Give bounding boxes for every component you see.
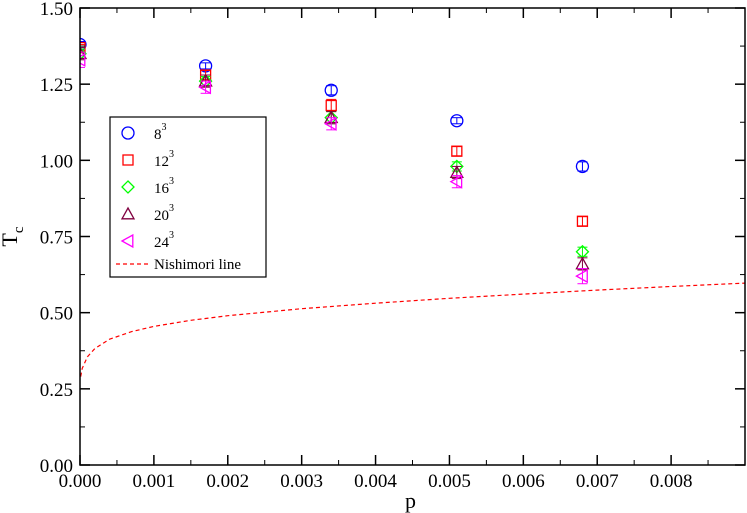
legend-label-24: 243 xyxy=(154,230,174,251)
legend-swatch-12 xyxy=(122,154,134,166)
series-24-point-1 xyxy=(198,80,212,95)
y-tick-label-0: 0.00 xyxy=(40,456,73,477)
plot-marks xyxy=(80,37,745,377)
legend-label-base: 16 xyxy=(154,181,170,197)
series-16-point-4 xyxy=(575,244,590,259)
series-20-marker-0 xyxy=(80,46,88,60)
legend-label-16: 163 xyxy=(154,176,174,197)
series-8-point-4 xyxy=(575,159,590,174)
series-24-marker-0 xyxy=(80,52,86,67)
series-8-marker-0 xyxy=(80,37,87,52)
legend-swatch-20 xyxy=(120,206,136,220)
legend-swatch-8 xyxy=(121,126,135,140)
series-24-marker-2 xyxy=(323,116,337,131)
x-tick-label-4: 0.004 xyxy=(354,471,397,492)
series-24-marker-1 xyxy=(198,80,212,95)
series-24-marker-3 xyxy=(449,174,463,189)
y-axis-title-sub: c xyxy=(11,226,27,233)
x-tick-label-2: 0.002 xyxy=(206,471,249,492)
x-tick-label-7: 0.007 xyxy=(576,471,619,492)
series-24-point-2 xyxy=(323,116,337,131)
series-24-point-4 xyxy=(575,267,588,285)
y-tick-label-3: 0.75 xyxy=(40,228,73,249)
legend-swatch-16 xyxy=(121,180,135,194)
series-8-marker-3 xyxy=(450,114,464,128)
series-8-marker-2 xyxy=(324,83,338,97)
x-axis-title: p xyxy=(405,488,416,513)
series-12-marker-3 xyxy=(451,145,463,157)
y-tick-label-6: 1.50 xyxy=(40,0,73,20)
series-24-point-3 xyxy=(449,174,463,189)
legend-label-base: 24 xyxy=(154,235,170,251)
y-axis-title-main: T xyxy=(0,233,22,247)
legend-label-20: 203 xyxy=(154,203,174,224)
legend-label-exponent: 3 xyxy=(169,203,174,214)
series-8-point-3 xyxy=(450,114,464,128)
legend-label-base: 12 xyxy=(154,154,169,170)
y-tick-label-5: 1.25 xyxy=(40,75,73,96)
series-12-point-2 xyxy=(325,98,337,113)
legend-label-8: 83 xyxy=(154,122,167,143)
series-8-point-2 xyxy=(324,83,338,97)
legend-label-base: 20 xyxy=(154,208,169,224)
x-tick-label-6: 0.006 xyxy=(502,471,545,492)
x-tick-label-8: 0.008 xyxy=(650,471,693,492)
series-24-marker-4 xyxy=(575,269,588,284)
series-12-point-4 xyxy=(576,215,589,227)
legend-label-nishimori-line: Nishimori line xyxy=(154,257,241,273)
legend-label-exponent: 3 xyxy=(169,149,174,160)
y-tick-label-2: 0.50 xyxy=(40,304,73,325)
legend-box xyxy=(109,116,267,278)
x-tick-label-1: 0.001 xyxy=(133,471,176,492)
series-12-point-3 xyxy=(451,145,463,157)
legend-label-exponent: 3 xyxy=(169,230,174,241)
series-12-marker-4 xyxy=(576,215,589,227)
x-tick-label-5: 0.005 xyxy=(428,471,471,492)
series-8-marker-4 xyxy=(575,159,590,174)
legend-label-base: 8 xyxy=(154,127,162,143)
legend-label-exponent: 3 xyxy=(169,176,174,187)
legend-swatch-24 xyxy=(120,233,134,249)
legend-label-12: 123 xyxy=(154,149,174,170)
y-tick-label-1: 0.25 xyxy=(40,380,73,401)
series-nishimori-line-line xyxy=(80,282,745,377)
x-tick-label-3: 0.003 xyxy=(280,471,323,492)
x-tick-label-0: 0.000 xyxy=(59,471,102,492)
y-tick-label-4: 1.00 xyxy=(40,151,73,172)
series-24-point-0 xyxy=(80,51,86,68)
series-20-point-0 xyxy=(80,46,88,61)
legend-label-exponent: 3 xyxy=(162,122,167,133)
y-axis-title: Tc xyxy=(0,226,27,246)
